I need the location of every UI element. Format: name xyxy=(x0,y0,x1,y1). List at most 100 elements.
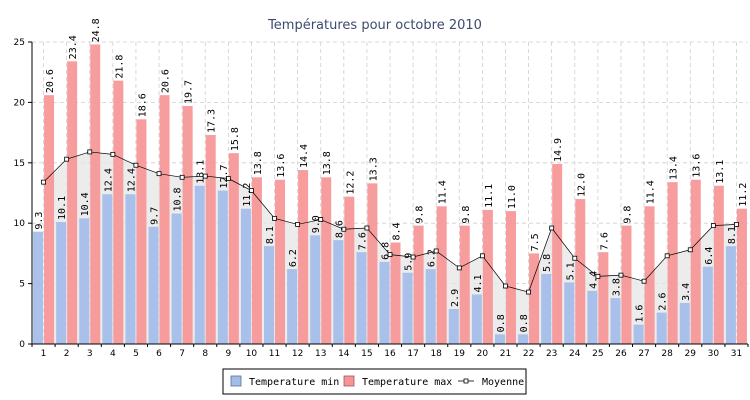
bar-temperature-min xyxy=(148,226,159,344)
bar-temperature-min xyxy=(79,218,90,344)
data-label-max: 7.5 xyxy=(530,233,541,251)
bar-temperature-min xyxy=(656,312,667,344)
average-point xyxy=(433,248,439,254)
x-tick-label: 28 xyxy=(661,349,673,359)
bar-temperature-max xyxy=(575,199,586,344)
bar-temperature-min xyxy=(240,208,251,344)
legend-swatch-max xyxy=(343,375,355,387)
y-tick-label: 15 xyxy=(14,159,25,169)
data-label-min: 10.4 xyxy=(80,192,91,216)
data-label-min: 6.4 xyxy=(704,247,715,265)
legend-box xyxy=(222,368,527,395)
bar-temperature-max xyxy=(159,95,170,344)
data-labels: 9.3 20.6 10.1 23.4 10.4 24.8 12.4 21.8 12.4 18.6 9… xyxy=(34,18,749,332)
bar-temperature-min xyxy=(679,302,690,344)
bar-temperature-max xyxy=(459,225,470,344)
bar-temperature-min xyxy=(125,194,136,344)
average-point xyxy=(572,255,578,261)
average-point xyxy=(249,188,254,193)
data-label-max: 7.6 xyxy=(599,232,610,250)
data-label-max: 19.7 xyxy=(184,80,195,104)
bar-temperature-max xyxy=(205,135,216,344)
data-label-min: 12.7 xyxy=(219,164,230,188)
x-tick-label: 23 xyxy=(546,349,557,359)
x-tick-label: 16 xyxy=(384,349,396,359)
average-point xyxy=(410,254,416,260)
bar-temperature-min xyxy=(518,334,529,344)
average-point xyxy=(664,253,670,259)
data-label-min: 7.6 xyxy=(357,232,368,250)
average-point xyxy=(641,278,647,284)
data-label-max: 24.8 xyxy=(91,18,102,42)
bars xyxy=(33,44,747,344)
data-label-max: 9.8 xyxy=(461,206,472,224)
bar-temperature-max xyxy=(251,177,262,344)
x-tick-label: 5 xyxy=(133,349,139,359)
bar-temperature-min xyxy=(587,290,598,344)
x-tick-label: 15 xyxy=(361,349,372,359)
data-label-min: 13.1 xyxy=(196,160,207,184)
bar-temperature-max xyxy=(275,179,286,344)
data-label-max: 17.3 xyxy=(207,109,218,133)
x-tick-label: 6 xyxy=(156,349,162,359)
data-label-max: 23.4 xyxy=(68,35,79,59)
average-point xyxy=(202,173,208,179)
data-label-min: 10.1 xyxy=(57,196,68,220)
average-point xyxy=(618,272,624,278)
bar-temperature-max xyxy=(182,106,193,344)
x-tick-label: 31 xyxy=(731,349,742,359)
x-tick-label: 12 xyxy=(292,349,303,359)
bar-temperature-max xyxy=(344,196,355,344)
data-label-max: 13.3 xyxy=(368,157,379,181)
bar-temperature-min xyxy=(102,194,113,344)
bar-temperature-max xyxy=(713,185,724,344)
data-label-max: 14.9 xyxy=(553,138,564,162)
bar-temperature-min xyxy=(356,252,367,344)
bar-temperature-max xyxy=(690,179,701,344)
data-label-max: 9.8 xyxy=(622,206,633,224)
data-label-min: 0.8 xyxy=(519,314,530,332)
y-tick-label: 25 xyxy=(14,38,25,48)
bar-temperature-max xyxy=(390,242,401,344)
x-tick-label: 17 xyxy=(407,349,418,359)
bar-temperature-min xyxy=(702,266,713,344)
bar-temperature-min xyxy=(287,269,298,344)
average-point xyxy=(479,253,485,259)
bar-temperature-max xyxy=(436,206,447,344)
data-label-min: 9.0 xyxy=(311,215,322,233)
bar-temperature-min xyxy=(402,272,413,344)
data-label-min: 1.6 xyxy=(635,305,646,323)
legend-label-average: Moyenne xyxy=(482,377,524,388)
x-tick-label: 13 xyxy=(315,349,326,359)
average-point xyxy=(110,151,116,157)
bar-temperature-max xyxy=(505,211,516,344)
average-point xyxy=(595,273,601,279)
average-point xyxy=(87,149,93,155)
data-label-min: 11.2 xyxy=(242,183,253,207)
data-label-min: 2.9 xyxy=(450,289,461,307)
x-tick-label: 19 xyxy=(454,349,466,359)
bar-temperature-min xyxy=(633,324,644,344)
average-point xyxy=(503,283,508,289)
data-label-max: 11.4 xyxy=(646,180,657,204)
average-point xyxy=(295,222,301,227)
bar-temperature-min xyxy=(610,298,621,344)
x-tick-label: 24 xyxy=(569,349,581,359)
bar-temperature-min xyxy=(448,308,459,344)
grid xyxy=(32,41,748,344)
x-tick-label: 25 xyxy=(592,349,603,359)
bar-temperature-min xyxy=(564,282,575,344)
data-label-min: 9.3 xyxy=(34,212,45,230)
bar-temperature-max xyxy=(298,170,309,344)
x-tick-label: 27 xyxy=(638,349,649,359)
average-area-fill xyxy=(43,151,737,344)
bar-temperature-min xyxy=(56,221,67,344)
x-tick-label: 30 xyxy=(708,349,720,359)
data-label-max: 13.8 xyxy=(322,151,333,175)
bar-temperature-min xyxy=(310,235,321,344)
data-label-max: 13.1 xyxy=(715,160,726,184)
data-label-max: 18.6 xyxy=(137,93,148,117)
y-tick-label: 0 xyxy=(19,340,25,350)
data-label-min: 5.1 xyxy=(565,262,576,280)
x-tick-label: 14 xyxy=(338,349,350,359)
